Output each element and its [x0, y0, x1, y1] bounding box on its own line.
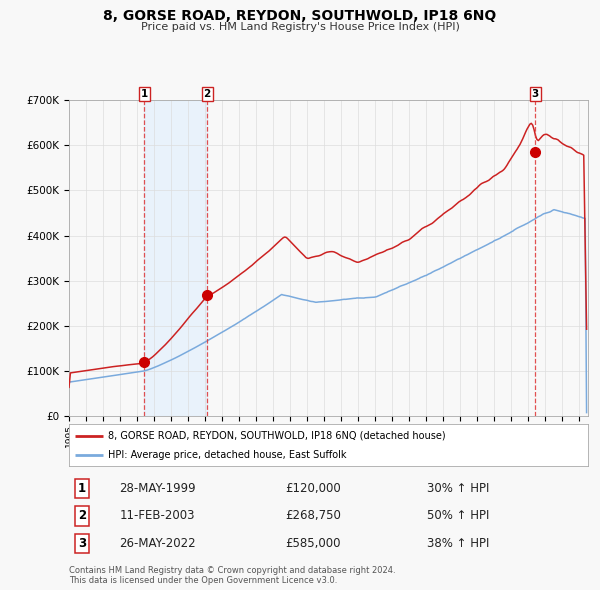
Text: This data is licensed under the Open Government Licence v3.0.: This data is licensed under the Open Gov… [69, 576, 337, 585]
Text: 1: 1 [78, 482, 86, 495]
Text: 11-FEB-2003: 11-FEB-2003 [119, 509, 195, 523]
Text: 28-MAY-1999: 28-MAY-1999 [119, 482, 196, 495]
Bar [144, 100, 207, 416]
Text: 8, GORSE ROAD, REYDON, SOUTHWOLD, IP18 6NQ: 8, GORSE ROAD, REYDON, SOUTHWOLD, IP18 6… [103, 9, 497, 23]
Text: 30% ↑ HPI: 30% ↑ HPI [427, 482, 490, 495]
Text: 50% ↑ HPI: 50% ↑ HPI [427, 509, 490, 523]
Text: Contains HM Land Registry data © Crown copyright and database right 2024.: Contains HM Land Registry data © Crown c… [69, 566, 395, 575]
Text: 3: 3 [78, 537, 86, 550]
Text: 26-MAY-2022: 26-MAY-2022 [119, 537, 196, 550]
Text: 1: 1 [140, 88, 148, 99]
Text: 3: 3 [532, 88, 539, 99]
Text: 8, GORSE ROAD, REYDON, SOUTHWOLD, IP18 6NQ (detached house): 8, GORSE ROAD, REYDON, SOUTHWOLD, IP18 6… [108, 431, 446, 441]
Text: HPI: Average price, detached house, East Suffolk: HPI: Average price, detached house, East… [108, 451, 346, 460]
Text: 2: 2 [78, 509, 86, 523]
Text: Price paid vs. HM Land Registry's House Price Index (HPI): Price paid vs. HM Land Registry's House … [140, 22, 460, 32]
Text: £120,000: £120,000 [285, 482, 341, 495]
Text: 38% ↑ HPI: 38% ↑ HPI [427, 537, 490, 550]
Text: £268,750: £268,750 [285, 509, 341, 523]
Text: 2: 2 [203, 88, 211, 99]
Text: £585,000: £585,000 [285, 537, 341, 550]
